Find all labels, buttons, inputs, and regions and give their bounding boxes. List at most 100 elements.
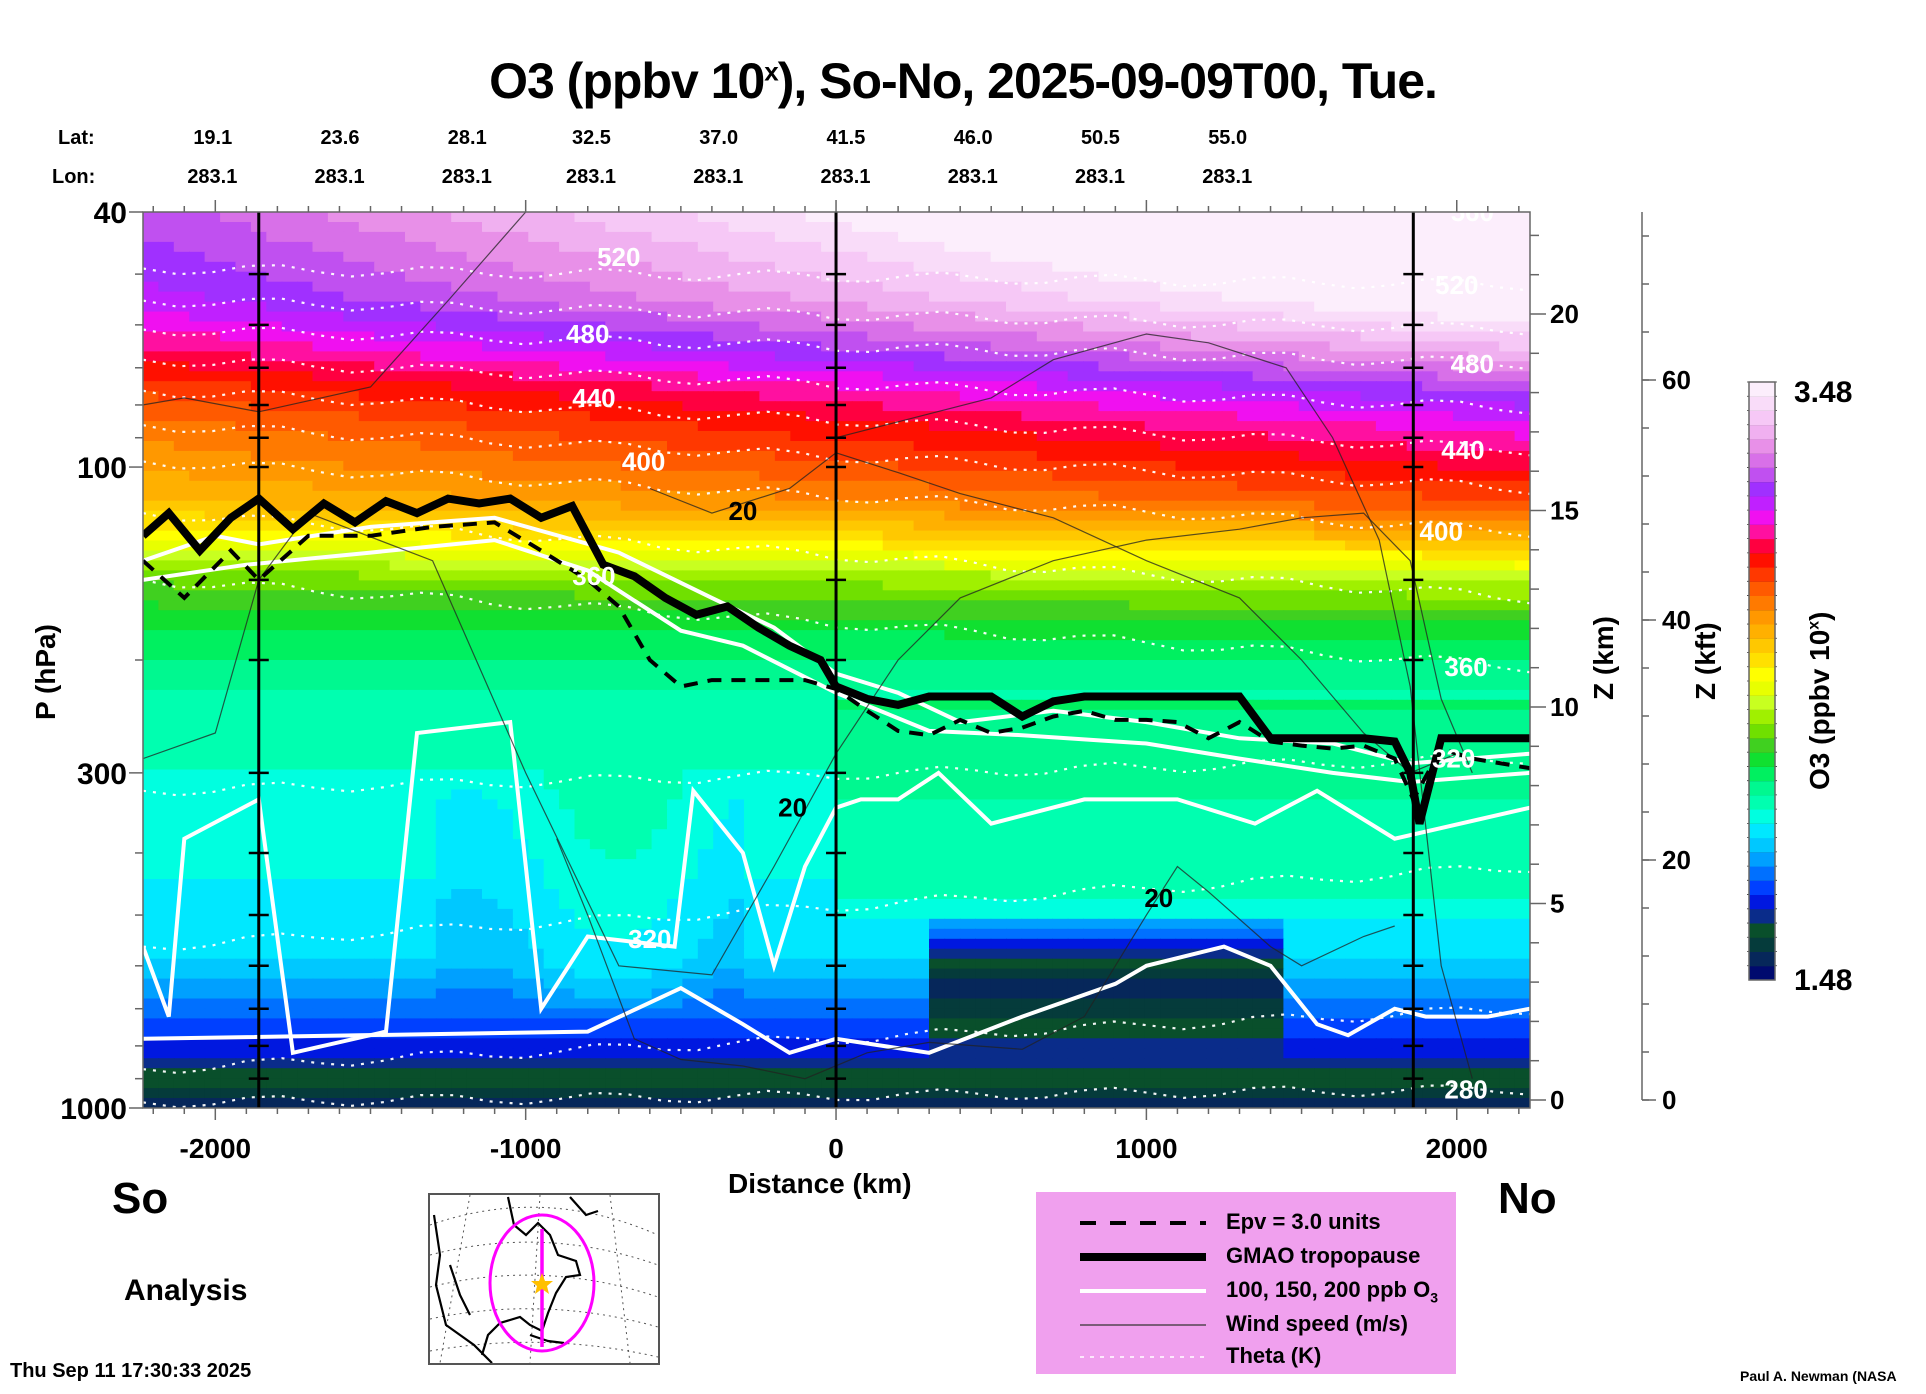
field-cell: [405, 450, 422, 462]
field-cell: [651, 431, 668, 442]
field-cell: [1422, 670, 1439, 681]
field-cell: [1452, 480, 1470, 492]
field-cell: [1483, 630, 1500, 641]
field-cell: [805, 510, 822, 522]
field-cell: [327, 222, 345, 233]
field-cell: [1191, 600, 1208, 612]
field-cell: [1221, 321, 1238, 333]
field-cell: [790, 749, 807, 761]
field-cell: [667, 421, 684, 432]
field-cell: [281, 271, 298, 283]
field-cell: [528, 530, 545, 542]
field-cell: [898, 480, 915, 492]
field-cell: [451, 231, 468, 243]
field-cell: [1052, 460, 1069, 472]
field-cell: [343, 709, 360, 721]
field-cell: [1237, 291, 1254, 303]
field-cell: [1452, 341, 1470, 353]
field-cell: [559, 699, 576, 711]
field-cell: [605, 510, 622, 522]
field-cell: [1160, 540, 1177, 552]
field-cell: [1237, 271, 1254, 283]
field-cell: [959, 670, 976, 681]
field-cell: [281, 640, 298, 651]
field-cell: [728, 271, 745, 283]
field-cell: [836, 719, 853, 731]
field-cell: [990, 411, 1007, 422]
field-cell: [589, 261, 607, 273]
field-cell: [389, 222, 406, 233]
field-cell: [1160, 570, 1177, 582]
field-cell: [651, 709, 668, 721]
field-cell: [636, 351, 653, 363]
field-cell: [589, 431, 607, 442]
field-cell: [1514, 450, 1530, 462]
field-cell: [528, 261, 545, 273]
field-cell: [512, 640, 530, 651]
field-cell: [204, 371, 221, 383]
field-cell: [220, 590, 237, 602]
field-cell: [851, 311, 869, 323]
field-cell: [990, 560, 1007, 572]
field-cell: [1175, 490, 1192, 502]
field-cell: [1422, 660, 1439, 671]
field-cell: [374, 600, 391, 612]
field-cell: [559, 490, 576, 502]
field-cell: [790, 351, 807, 363]
field-cell: [1021, 291, 1038, 303]
field-cell: [836, 480, 853, 492]
field-cell: [867, 331, 884, 343]
field-cell: [1391, 520, 1408, 532]
field-cell: [975, 650, 992, 661]
field-cell: [435, 391, 452, 402]
field-cell: [220, 719, 237, 731]
field-cell: [1237, 371, 1254, 383]
field-cell: [1314, 241, 1331, 253]
field-cell: [913, 460, 930, 472]
field-cell: [1345, 341, 1362, 353]
field-cell: [1468, 739, 1485, 751]
field-cell: [759, 401, 776, 412]
field-cell: [482, 749, 499, 761]
field-cell: [1283, 212, 1300, 223]
field-cell: [1067, 739, 1084, 751]
field-cell: [1098, 620, 1115, 631]
field-cell: [220, 630, 237, 641]
field-cell: [1221, 311, 1238, 323]
field-cell: [1113, 739, 1131, 751]
field-cell: [1329, 699, 1346, 711]
field-cell: [435, 331, 452, 343]
field-cell: [374, 411, 391, 422]
field-cell: [1237, 739, 1254, 751]
field-cell: [589, 729, 607, 741]
field-cell: [697, 261, 714, 273]
field-cell: [374, 590, 391, 602]
field-cell: [1191, 610, 1208, 621]
field-cell: [589, 560, 607, 572]
field-cell: [898, 291, 915, 303]
field-cell: [358, 281, 375, 293]
field-cell: [297, 739, 314, 751]
field-cell: [1329, 630, 1346, 641]
field-cell: [1360, 460, 1377, 472]
field-cell: [1329, 709, 1346, 721]
field-cell: [836, 421, 853, 432]
field-cell: [358, 431, 375, 442]
field-cell: [1129, 580, 1146, 592]
field-cell: [1298, 610, 1315, 621]
field-cell: [451, 301, 468, 313]
field-cell: [728, 719, 745, 731]
field-cell: [1314, 500, 1331, 512]
field-cell: [189, 490, 206, 502]
field-cell: [728, 500, 745, 512]
field-cell: [1468, 679, 1485, 691]
field-cell: [512, 699, 530, 711]
field-cell: [805, 580, 822, 592]
field-cell: [559, 421, 576, 432]
field-cell: [589, 341, 607, 353]
field-cell: [1375, 490, 1393, 502]
field-cell: [851, 331, 869, 343]
field-cell: [559, 630, 576, 641]
field-cell: [327, 301, 345, 313]
field-cell: [358, 630, 375, 641]
